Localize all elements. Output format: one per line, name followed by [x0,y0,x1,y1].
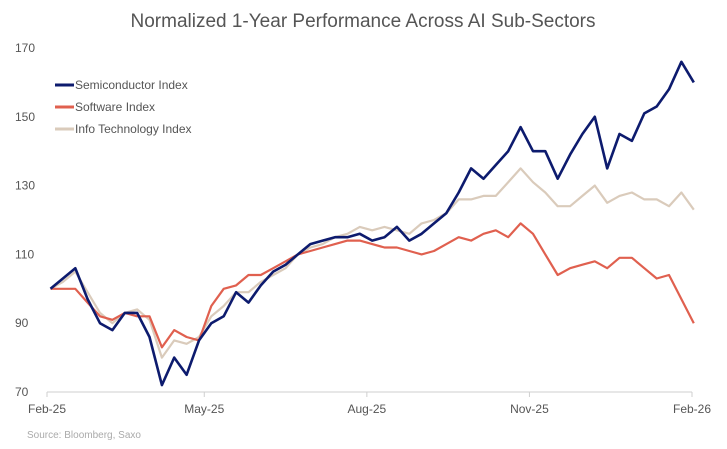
y-tick-label: 70 [15,385,29,399]
legend-label: Info Technology Index [75,122,192,136]
series-line-info-technology-index [49,167,695,359]
legend: Semiconductor Index Software Index Info Te… [55,78,192,136]
plot-area [49,60,695,387]
legend-item: Info Technology Index [55,122,192,136]
legend-item: Software Index [55,100,155,114]
y-tick-label: 90 [15,316,29,330]
source-note: Source: Bloomberg, Saxo [27,430,141,441]
y-tick-label: 170 [15,41,35,55]
series-line-software-index [50,222,695,349]
x-axis: Feb-25 May-25 Aug-25 Nov-25 Feb-26 [28,391,711,416]
legend-item: Semiconductor Index [55,78,188,92]
legend-label: Software Index [75,100,155,114]
y-tick-label: 110 [15,247,34,261]
series-line-semiconductor-index [49,60,695,387]
legend-label: Semiconductor Index [75,78,188,92]
chart-title: Normalized 1-Year Performance Across AI … [131,11,596,32]
x-tick-label: Aug-25 [347,402,386,416]
x-tick-label: Feb-25 [28,402,66,416]
y-axis: 70 90 110 130 150 170 [15,41,35,399]
x-tick-label: May-25 [184,402,224,416]
y-tick-label: 130 [15,179,35,193]
y-tick-label: 150 [15,110,35,124]
x-tick-label: Feb-26 [673,402,711,416]
x-tick-label: Nov-25 [510,402,549,416]
